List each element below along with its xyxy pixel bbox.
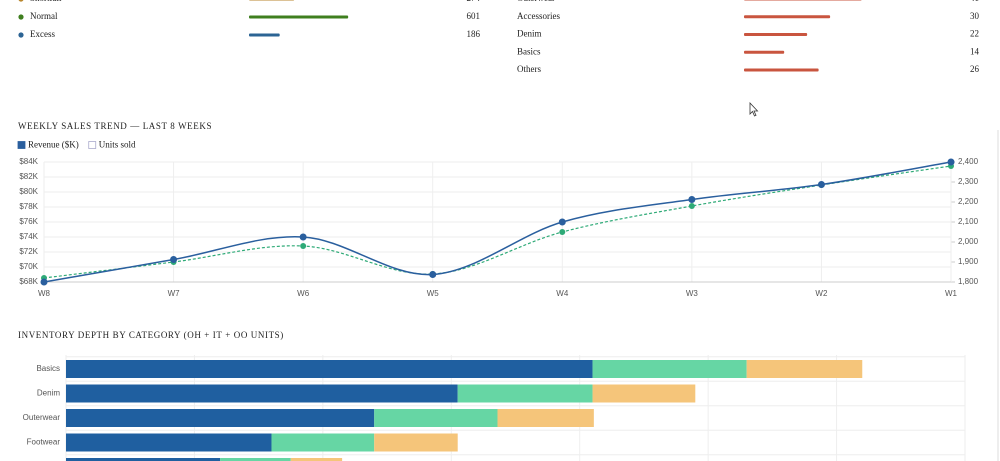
y-tick-label: $70K (19, 262, 38, 271)
chart-title: INVENTORY DEPTH BY CATEGORY (OH + IT + O… (18, 330, 284, 340)
data-point (947, 158, 955, 166)
data-point (559, 229, 566, 235)
status-value: 601 (467, 11, 481, 21)
status-label: Normal (30, 11, 58, 21)
bar-segment (66, 409, 375, 427)
category-value: 14 (970, 46, 980, 56)
x-tick-label: W2 (815, 289, 828, 298)
y-tick-label: $84K (19, 157, 38, 166)
x-tick-label: W6 (297, 289, 310, 298)
status-dot (18, 32, 24, 38)
y-tick-label: $68K (19, 277, 38, 286)
y2-tick-label: 2,400 (958, 157, 979, 166)
data-point (688, 203, 695, 209)
bar-segment (374, 433, 458, 452)
status-bar (249, 33, 280, 37)
category-value: 26 (970, 64, 980, 74)
y2-tick-label: 1,900 (958, 257, 979, 266)
y-tick-label: $72K (19, 247, 38, 256)
series-line (43, 161, 952, 283)
status-value: 274 (467, 0, 481, 3)
category-bar (744, 68, 819, 72)
category-value: 22 (970, 29, 979, 39)
status-value: 186 (467, 29, 481, 39)
category-label: Denim (37, 389, 60, 398)
status-dot (18, 0, 24, 2)
bar-segment (374, 409, 498, 427)
chart-title: WEEKLY SALES TREND — LAST 8 WEEKS (18, 121, 212, 131)
bar-segment (592, 360, 747, 378)
category-label: Basics (36, 364, 60, 373)
y2-tick-label: 2,300 (958, 177, 979, 186)
y2-tick-label: 2,100 (958, 217, 979, 226)
data-point (299, 233, 307, 241)
category-value: 30 (970, 11, 980, 21)
bar-segment (66, 433, 272, 452)
category-bar (744, 50, 785, 54)
series-line (43, 165, 952, 279)
y2-tick-label: 2,000 (958, 237, 979, 246)
legend-label: Units sold (99, 140, 136, 150)
category-label: Outerwear (23, 413, 61, 422)
y-tick-label: $76K (19, 217, 38, 226)
y-tick-label: $82K (19, 172, 38, 181)
status-label: Excess (30, 29, 55, 39)
bar-segment (746, 360, 863, 378)
data-point (688, 196, 696, 203)
bar-segment (290, 458, 343, 461)
x-tick-label: W3 (686, 289, 699, 298)
bar-segment (66, 360, 593, 378)
y2-tick-label: 2,200 (958, 197, 979, 206)
bar-segment (66, 458, 221, 461)
legend-label: Revenue ($K) (28, 140, 79, 150)
data-point (300, 243, 307, 249)
category-bar (744, 0, 862, 1)
status-dot (18, 14, 24, 20)
x-tick-label: W8 (38, 289, 51, 298)
category-label: Basics (517, 46, 541, 56)
bar-segment (220, 458, 291, 461)
status-bar (249, 0, 295, 1)
data-point (817, 181, 825, 188)
category-label: Others (517, 64, 541, 74)
data-point (170, 256, 178, 263)
x-tick-label: W4 (556, 289, 569, 298)
y2-tick-label: 1,800 (958, 277, 979, 286)
x-tick-label: W5 (427, 289, 440, 298)
bar-segment (457, 384, 593, 403)
category-label: Footwear (27, 438, 61, 447)
x-tick-label: W1 (945, 289, 958, 298)
legend-swatch (88, 141, 97, 149)
category-label: Outerwear (517, 0, 555, 3)
bar-segment (592, 384, 696, 403)
bar-segment (497, 409, 594, 427)
legend-swatch (17, 141, 26, 149)
data-point (40, 278, 48, 286)
bar-segment (66, 384, 458, 403)
y-tick-label: $74K (19, 232, 38, 241)
category-value: 41 (970, 0, 979, 3)
category-bar (744, 15, 831, 19)
data-point (429, 271, 437, 278)
category-label: Denim (517, 29, 542, 39)
category-bar (744, 33, 808, 36)
mouse-cursor (749, 101, 759, 117)
x-tick-label: W7 (168, 289, 181, 298)
status-bar (249, 15, 349, 19)
status-label: Shortfall (30, 0, 62, 3)
y-tick-label: $78K (19, 202, 38, 211)
category-label: Accessories (517, 11, 560, 21)
y-tick-label: $80K (19, 187, 38, 196)
bar-segment (271, 433, 375, 452)
data-point (558, 218, 566, 226)
